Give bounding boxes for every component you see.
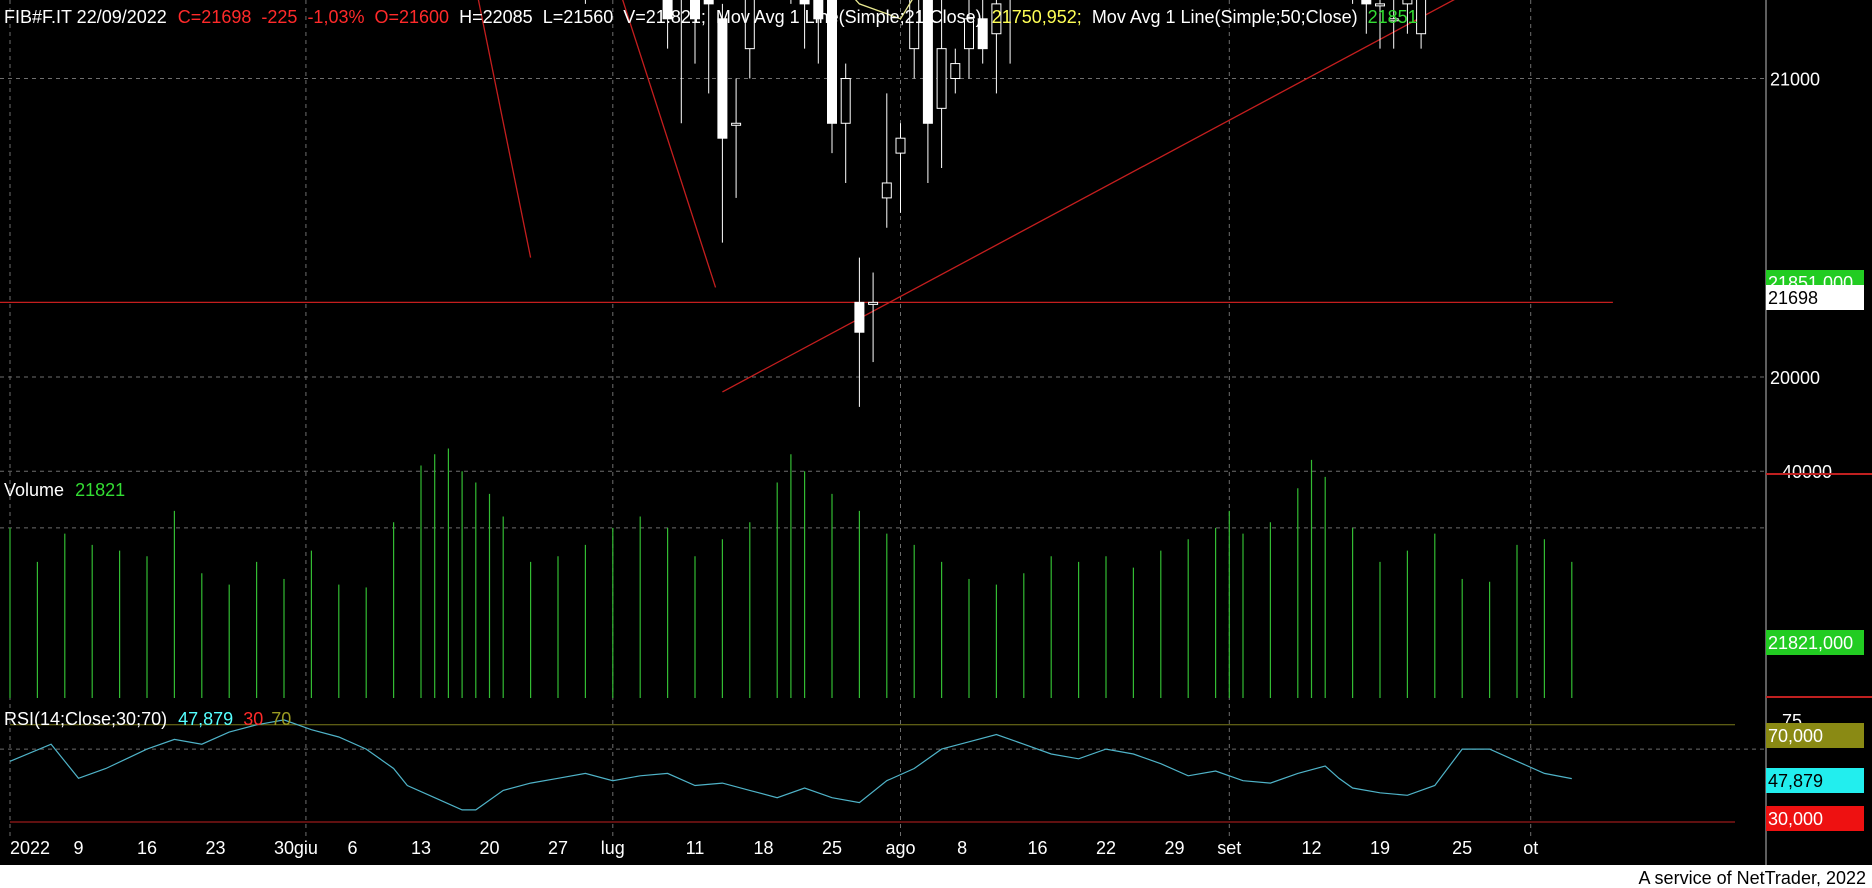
candle-body: [991, 3, 1002, 35]
time-tick-label: 6: [347, 838, 357, 858]
time-tick-label: giu: [294, 838, 318, 858]
legend-symbol: FIB#F.IT 22/09/2022: [4, 7, 167, 27]
time-tick-label: 20: [479, 838, 499, 858]
time-tick-label: ago: [885, 838, 915, 858]
rsi-upper-badge: [1766, 723, 1864, 748]
rsi-panel: [9, 719, 1572, 811]
candle-body: [827, 0, 837, 124]
footer-credit: A service of NetTrader, 2022: [1639, 868, 1866, 888]
candle-body: [690, 0, 700, 20]
candle-body: [717, 18, 728, 139]
legend-low: L=21560: [543, 7, 614, 27]
chart-background: [0, 0, 1872, 865]
legend-ma21-value: 21750,952;: [992, 7, 1082, 27]
legend-ma21-label: Mov Avg 1 Line(Simple;21;Close): [716, 7, 982, 27]
candle-body: [854, 301, 865, 333]
candle-body: [895, 137, 906, 154]
trendlines: [0, 0, 1613, 393]
candle-body: [731, 122, 742, 126]
rsi-lower-badge-text: 30,000: [1768, 809, 1823, 829]
time-tick-label: lug: [601, 838, 625, 858]
time-tick-label: 29: [1164, 838, 1184, 858]
candle-body: [703, 0, 714, 5]
trendline: [622, 0, 717, 288]
time-tick-label: 27: [548, 838, 568, 858]
gridlines: [0, 0, 1765, 838]
legend-change-pct: -1,03%: [307, 7, 364, 27]
legend-high: H=22085: [459, 7, 533, 27]
legend-open: O=21600: [375, 7, 450, 27]
rsi-legend: RSI(14;Close;30;70) 47,879 30 70: [4, 709, 291, 729]
rsi-line: [9, 719, 1572, 811]
time-tick-label: 8: [957, 838, 967, 858]
time-tick-label: 2022: [10, 838, 50, 858]
legend-ma50-label: Mov Avg 1 Line(Simple;50;Close): [1092, 7, 1358, 27]
rsi-value-badge: [1766, 768, 1864, 793]
time-tick-label: 12: [1301, 838, 1321, 858]
time-tick-label: 16: [137, 838, 157, 858]
rsi-legend-lower: 30: [243, 709, 263, 729]
legend-ma50-value: 21851: [1368, 7, 1418, 27]
candle-body: [799, 0, 810, 5]
legend-change: -225: [261, 7, 297, 27]
volume-badge-text: 21821,000: [1768, 633, 1853, 653]
trendline: [477, 0, 532, 258]
candle-body: [1402, 0, 1413, 5]
time-tick-label: 16: [1027, 838, 1047, 858]
candle-body: [964, 18, 974, 50]
candle-body: [1416, 0, 1427, 35]
axis-labels: 2400023000220002100020000400002022916233…: [10, 70, 1832, 859]
time-tick-label: 23: [205, 838, 225, 858]
last-price-badge: [1766, 285, 1864, 310]
time-tick-label: 13: [411, 838, 431, 858]
candle-body: [881, 182, 892, 199]
time-tick-label: 11: [686, 838, 705, 858]
time-tick-label: ot: [1523, 838, 1538, 858]
candle-body: [868, 301, 879, 305]
candle-body: [922, 0, 933, 124]
candle-body: [950, 63, 961, 80]
time-tick-label: 19: [1370, 838, 1390, 858]
candle-body: [909, 0, 920, 50]
volume-legend-label: Volume: [4, 480, 64, 500]
candle-body: [1361, 0, 1372, 5]
candle-body: [936, 48, 947, 109]
candle-body: [813, 0, 824, 20]
price-candles: [584, 0, 1427, 407]
volume-legend-value: 21821: [75, 480, 125, 500]
time-tick-label: 18: [753, 838, 773, 858]
candle-body: [840, 78, 851, 124]
candle-body: [977, 18, 988, 50]
time-tick-label: 25: [822, 838, 842, 858]
price-tick-label: 21000: [1770, 70, 1820, 90]
volume-legend: Volume 21821: [4, 480, 125, 500]
time-tick-label: 25: [1452, 838, 1472, 858]
volume-badge: [1766, 630, 1864, 655]
legend-volume: V=21.821;: [623, 7, 706, 27]
candle-body: [744, 0, 755, 50]
candle-body: [662, 0, 673, 20]
footer-bar: [0, 865, 1872, 888]
time-tick-label: 9: [73, 838, 83, 858]
rsi-upper-badge-text: 70,000: [1768, 726, 1823, 746]
rsi-value-badge-text: 47,879: [1768, 771, 1823, 791]
candle-body: [1375, 3, 1385, 7]
candle-body: [1388, 18, 1399, 22]
rsi-legend-label: RSI(14;Close;30;70): [4, 709, 167, 729]
rsi-lower-badge: [1766, 806, 1864, 831]
price-legend: FIB#F.IT 22/09/2022 C=21698 -225 -1,03% …: [4, 7, 1418, 27]
rsi-legend-upper: 70: [271, 709, 291, 729]
time-tick-label: set: [1217, 838, 1241, 858]
trendline: [722, 0, 1455, 393]
price-tick-label: 20000: [1770, 368, 1820, 388]
last-price-badge-text: 21698: [1768, 288, 1818, 308]
rsi-legend-value: 47,879: [178, 709, 233, 729]
volume-tick-label: 40000: [1782, 462, 1832, 482]
legend-close: C=21698: [178, 7, 252, 27]
time-tick-label: 30: [274, 838, 294, 858]
time-tick-label: 22: [1096, 838, 1116, 858]
volume-bars: [9, 448, 1573, 698]
